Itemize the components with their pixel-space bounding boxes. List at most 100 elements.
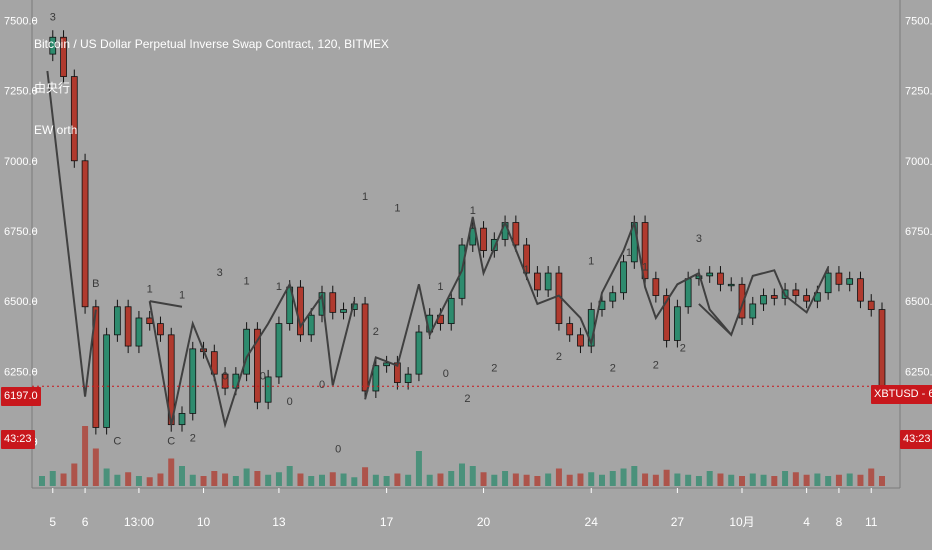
x-tick-label: 27 xyxy=(671,515,685,529)
y-tick-label-left: 7500.0 xyxy=(4,15,38,27)
volume-bar xyxy=(405,474,412,486)
candle-body xyxy=(307,314,315,336)
wave-label: 0 xyxy=(319,379,325,391)
wave-label: 2 xyxy=(373,326,379,338)
candle-body xyxy=(878,309,886,387)
y-tick-label-right: 6500.0 xyxy=(905,296,932,308)
x-tick-label: 4 xyxy=(803,515,810,529)
volume-bar xyxy=(782,471,789,486)
volume-bar xyxy=(232,476,239,486)
candle-body xyxy=(803,295,810,302)
candle-body xyxy=(243,328,250,375)
candle-body xyxy=(340,309,347,313)
candle-body xyxy=(447,297,455,325)
volume-bar xyxy=(135,476,142,486)
volume-bar xyxy=(243,468,250,486)
volume-bar xyxy=(189,474,196,486)
candle-body xyxy=(383,362,390,367)
wave-label: 3 xyxy=(50,11,56,23)
volume-bar xyxy=(308,476,315,486)
wave-label: C xyxy=(167,435,175,447)
candle-body xyxy=(103,334,110,428)
right-timer-tag: 43:23 xyxy=(900,430,932,449)
wave-label: B xyxy=(92,278,99,290)
wave-label: 1 xyxy=(626,247,632,259)
candle-body xyxy=(490,238,498,252)
volume-bar xyxy=(222,473,229,486)
candle-body xyxy=(577,334,584,347)
volume-bar xyxy=(459,463,465,486)
volume-bar xyxy=(760,474,767,486)
volume-bar xyxy=(803,474,810,486)
volume-bar xyxy=(39,476,45,486)
volume-bar xyxy=(60,473,67,486)
volume-bar xyxy=(771,476,778,486)
x-tick-label: 24 xyxy=(585,515,599,529)
volume-bar xyxy=(297,473,304,486)
candle-body xyxy=(867,300,875,310)
wave-label: 0 xyxy=(222,371,228,383)
volume-bar xyxy=(706,471,713,486)
candle-body xyxy=(674,306,681,341)
volume-bar xyxy=(835,474,842,486)
x-tick-label: 11 xyxy=(865,515,878,529)
volume-bar xyxy=(868,468,875,486)
right-ticker-tag: XBTUSD - 6197.0 xyxy=(871,385,932,404)
candle-body xyxy=(760,295,767,305)
candle-body xyxy=(114,306,121,336)
candle-body xyxy=(824,272,832,294)
wave-label: 1 xyxy=(470,205,476,217)
volume-bar xyxy=(857,474,864,486)
candle-body xyxy=(318,292,326,316)
candle-body xyxy=(770,295,778,299)
candle-body xyxy=(717,272,724,285)
wave-label: 2 xyxy=(190,433,196,445)
wave-label: 1 xyxy=(276,281,282,293)
volume-bar xyxy=(415,451,422,486)
volume-bar xyxy=(491,474,498,486)
candle-body xyxy=(404,373,412,383)
volume-bar xyxy=(92,448,99,486)
candle-body xyxy=(124,306,132,347)
volume-bar xyxy=(448,471,455,486)
volume-bar xyxy=(200,476,207,486)
volume-bar xyxy=(620,468,627,486)
candle-body xyxy=(221,373,229,389)
volume-bar xyxy=(792,472,799,486)
y-tick-label-right: 7250.0 xyxy=(905,86,932,98)
volume-bar xyxy=(82,426,89,486)
wave-label: 0 xyxy=(443,368,449,380)
volume-bar xyxy=(146,477,153,486)
y-tick-label-right: 7500.0 xyxy=(905,15,932,27)
candle-body xyxy=(706,272,714,277)
candle-body xyxy=(361,303,369,392)
volume-bar xyxy=(555,468,562,486)
candle-body xyxy=(663,295,670,341)
wave-label: 1 xyxy=(244,275,250,287)
volume-bar xyxy=(211,471,218,486)
x-tick-label: 8 xyxy=(836,515,843,529)
candle-body xyxy=(210,351,218,375)
volume-bar xyxy=(480,472,487,486)
candle-body xyxy=(178,413,186,426)
wave-label: 2 xyxy=(464,393,470,405)
y-tick-label-left: 7250.0 xyxy=(4,86,38,98)
candle-body xyxy=(792,289,800,296)
candle-body xyxy=(566,323,574,336)
wave-label: 1 xyxy=(588,256,594,268)
x-tick-label: 13 xyxy=(272,515,286,529)
volume-bar xyxy=(674,473,681,486)
x-tick-label: 10 xyxy=(197,515,211,529)
volume-bar xyxy=(609,471,616,486)
volume-bar xyxy=(663,469,670,486)
candle-body xyxy=(749,303,757,319)
candle-body xyxy=(275,323,283,378)
volume-bar xyxy=(426,474,433,486)
candle-body xyxy=(157,323,164,336)
wave-label: 2 xyxy=(556,351,562,363)
volume-bar xyxy=(652,474,659,486)
wave-label: 1 xyxy=(524,264,530,276)
volume-bar xyxy=(879,476,885,486)
